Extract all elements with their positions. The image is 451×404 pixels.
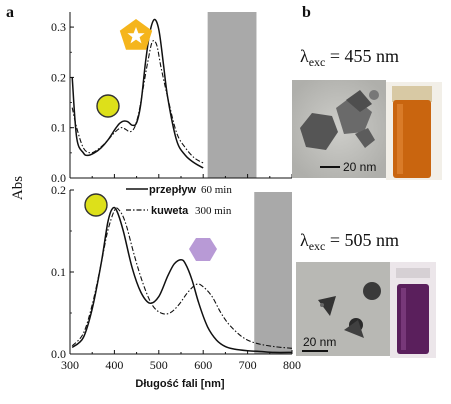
x-tick-label: 800: [283, 358, 301, 372]
x-tick-label: 400: [105, 358, 123, 372]
scalebar-bottom-label: 20 nm: [303, 335, 336, 349]
vial-bottom-image: [390, 262, 436, 358]
legend-time-2: 300 min: [195, 205, 232, 217]
series-line-kuweta: [71, 207, 293, 349]
tem-image-top: 20 nm: [292, 80, 386, 178]
star-pentagon-icon: [119, 19, 153, 50]
series-bottom: [71, 206, 293, 354]
axes-bottom: 0.0 0.1 0.2 300 400 500 600 700 800: [51, 183, 301, 372]
lambda-bottom-label: λexc = 505 nm: [300, 230, 399, 253]
circle-particle-icon-bottom: [84, 193, 108, 217]
x-axis-label: Długość fali [nm]: [135, 378, 225, 390]
legend-label-2: kuweta: [151, 205, 189, 217]
circle-particle-icon-top: [96, 94, 120, 118]
shaded-band-top: [207, 12, 257, 178]
vial-top-image: [386, 82, 442, 180]
x-tick-label: 700: [239, 358, 257, 372]
lambda-top-label: λexc = 455 nm: [300, 46, 399, 69]
legend-label-1: przepływ: [149, 184, 197, 196]
shaded-band-bottom: [254, 192, 292, 354]
y-tick-label: 0.3: [51, 20, 66, 34]
x-tick-label: 600: [194, 358, 212, 372]
y-tick-label: 0.2: [51, 183, 66, 197]
y-axis-label: Abs: [10, 176, 26, 200]
panel-b-letter: b: [302, 4, 311, 21]
legend-time-1: 60 min: [201, 184, 232, 196]
series-line-kuweta: [71, 40, 204, 164]
hexagon-particle-icon: [189, 238, 217, 261]
y-tick-label: 0.0: [51, 347, 66, 361]
y-tick-label: 0.1: [51, 121, 66, 135]
shaded-band-rect: [207, 12, 257, 178]
x-tick-label: 500: [150, 358, 168, 372]
series-line-przeplyw: [71, 206, 293, 354]
legend: przepływ 60 min kuweta 300 min: [126, 184, 232, 217]
series-top: [71, 18, 204, 169]
y-tick-label: 0.2: [51, 70, 66, 84]
scalebar-top-label: 20 nm: [343, 160, 376, 174]
tem-image-bottom: 20 nm: [296, 262, 390, 356]
y-tick-label: 0.0: [51, 171, 66, 185]
shaded-band-rect: [254, 192, 292, 354]
y-tick-label: 0.1: [51, 265, 66, 279]
x-tick-label: 300: [61, 358, 79, 372]
panel-a-letter: a: [6, 4, 14, 21]
axes-top: 0.0 0.1 0.2 0.3: [51, 12, 293, 185]
